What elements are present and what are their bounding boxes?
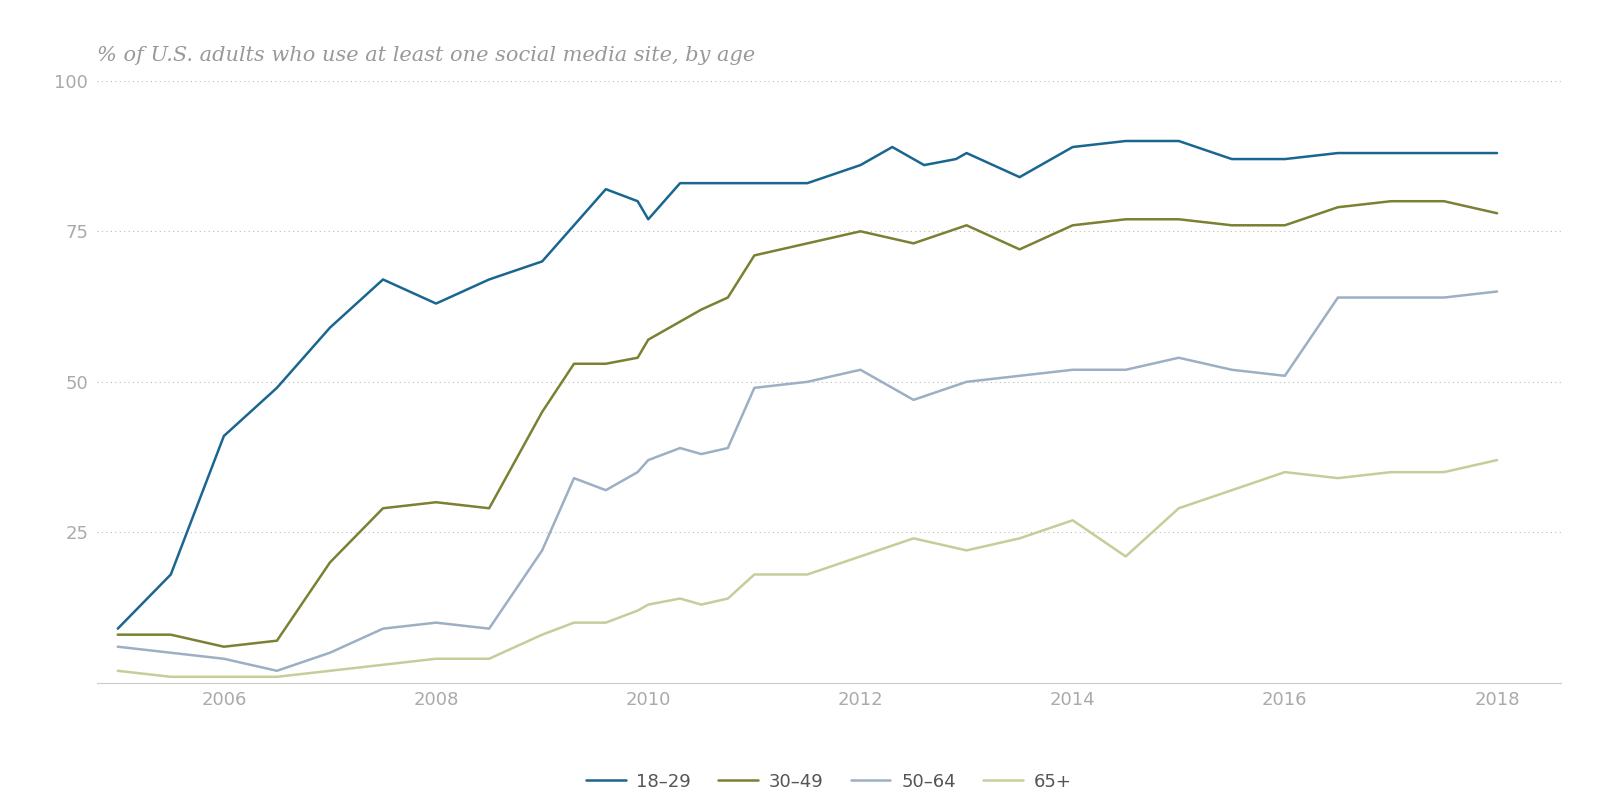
Legend: 18–29, 30–49, 50–64, 65+: 18–29, 30–49, 50–64, 65+ (579, 765, 1078, 797)
Text: % of U.S. adults who use at least one social media site, by age: % of U.S. adults who use at least one so… (97, 46, 755, 65)
